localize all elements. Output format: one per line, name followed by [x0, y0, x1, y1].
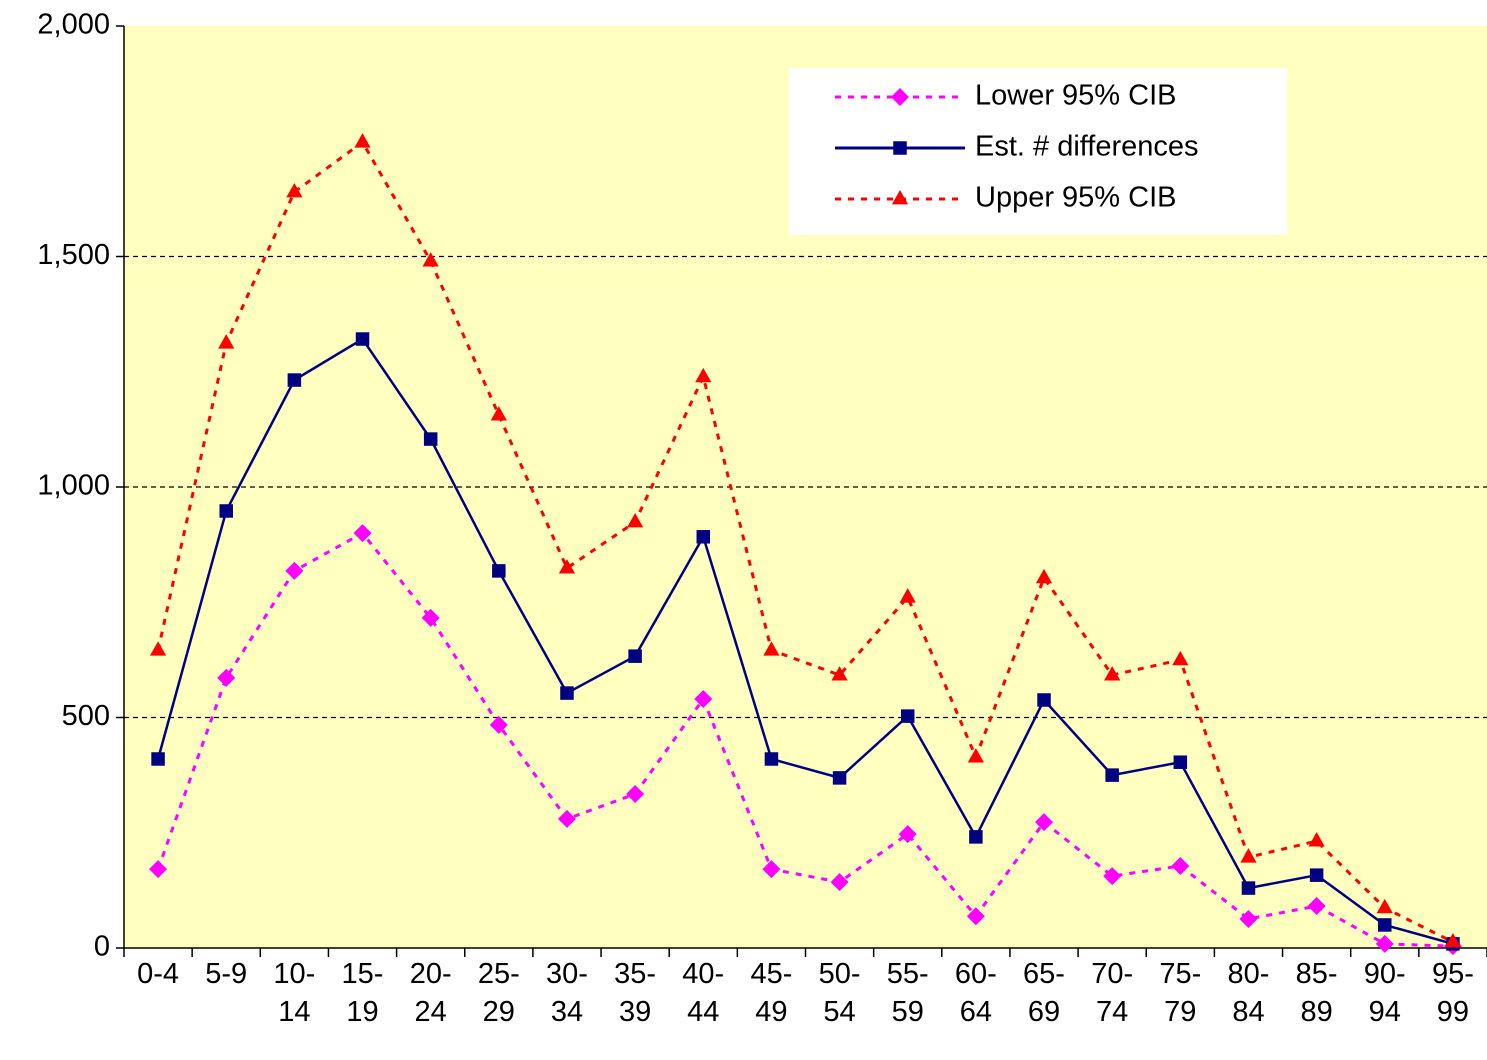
y-tick-label: 0	[94, 931, 110, 963]
x-tick-label: 55-59	[886, 958, 929, 1028]
data-point	[969, 830, 983, 844]
data-point	[695, 367, 712, 383]
data-point	[151, 752, 165, 766]
y-tick-label: 2,000	[37, 9, 110, 41]
data-point	[558, 559, 576, 574]
y-tick-label: 1,000	[37, 470, 110, 502]
x-tick-label: 30-34	[546, 958, 588, 1028]
data-point	[285, 561, 304, 580]
x-tick-label: 35-39	[614, 958, 657, 1028]
x-tick-label: 20-24	[409, 958, 452, 1028]
data-point	[219, 504, 233, 518]
data-point	[423, 432, 438, 446]
x-tick-label: 75-79	[1159, 958, 1202, 1028]
data-point	[217, 668, 236, 687]
data-point	[492, 564, 506, 578]
x-tick-label: 10-14	[273, 958, 316, 1028]
data-point	[149, 641, 167, 656]
data-point	[832, 771, 847, 785]
data-point	[1307, 897, 1326, 916]
data-point	[830, 873, 849, 892]
data-point	[354, 133, 371, 148]
x-tick-label: 60-64	[954, 958, 997, 1028]
data-point	[1171, 856, 1190, 875]
legend-marker	[893, 141, 907, 155]
x-tick-label: 95-99	[1431, 958, 1474, 1028]
legend-marker	[891, 190, 909, 205]
data-point	[967, 748, 984, 763]
legend-marker	[891, 88, 909, 106]
data-point	[1103, 867, 1122, 886]
data-point	[898, 825, 917, 844]
data-point	[831, 666, 848, 681]
data-point	[1035, 813, 1054, 832]
data-point	[489, 715, 508, 734]
data-point	[626, 785, 645, 804]
data-point	[1105, 768, 1119, 782]
data-point	[1308, 832, 1325, 847]
data-point	[1173, 755, 1188, 769]
legend-box	[789, 68, 1287, 235]
data-point	[1241, 881, 1256, 895]
data-point	[218, 334, 235, 349]
data-point	[627, 513, 644, 528]
x-tick-label: 45-49	[750, 958, 793, 1028]
x-tick-label: 90-94	[1363, 958, 1406, 1028]
data-point	[696, 530, 711, 544]
data-point	[694, 690, 713, 709]
legend-label: Lower 95% CIB	[975, 80, 1177, 112]
data-point	[1378, 918, 1392, 932]
series-line	[156, 139, 1454, 944]
data-point	[1239, 909, 1258, 928]
x-tick-label: 40-44	[682, 958, 725, 1028]
data-point	[1240, 848, 1257, 863]
data-point	[1104, 666, 1121, 681]
data-point	[421, 608, 440, 627]
legend-label: Upper 95% CIB	[975, 182, 1177, 214]
data-point	[1375, 934, 1394, 953]
data-point	[286, 182, 303, 198]
x-tick-label: 70-74	[1091, 958, 1134, 1028]
x-tick-label: 85-89	[1295, 958, 1338, 1028]
y-tick-label: 500	[62, 700, 110, 732]
data-point	[149, 860, 168, 879]
data-point	[900, 709, 915, 723]
y-tick-label: 1,500	[37, 239, 110, 271]
data-point	[628, 649, 642, 663]
data-point	[899, 588, 916, 603]
data-point	[1037, 693, 1051, 707]
x-tick-label: 65-69	[1023, 958, 1065, 1028]
data-point	[966, 907, 985, 926]
data-point	[560, 686, 574, 700]
data-point	[353, 524, 372, 543]
data-point	[557, 809, 576, 828]
data-point	[764, 752, 779, 766]
x-tick-label: 80-84	[1227, 958, 1270, 1028]
data-point	[1376, 898, 1393, 914]
data-point	[762, 860, 781, 879]
x-tick-label: 5-9	[205, 958, 248, 990]
data-point	[422, 252, 439, 267]
data-point	[1172, 650, 1189, 666]
data-point	[1035, 568, 1053, 584]
series-line	[156, 337, 1454, 946]
x-tick-label: 15-19	[341, 958, 384, 1028]
data-point	[1309, 868, 1324, 882]
data-point	[287, 373, 302, 387]
data-point	[355, 332, 370, 346]
data-point	[1444, 933, 1462, 948]
data-point	[490, 406, 507, 421]
data-point	[763, 641, 780, 656]
legend-label: Est. # differences	[975, 131, 1199, 163]
x-tick-label: 50-54	[818, 958, 861, 1028]
x-tick-label: 0-4	[137, 958, 180, 990]
x-tick-label: 25-29	[477, 958, 520, 1028]
